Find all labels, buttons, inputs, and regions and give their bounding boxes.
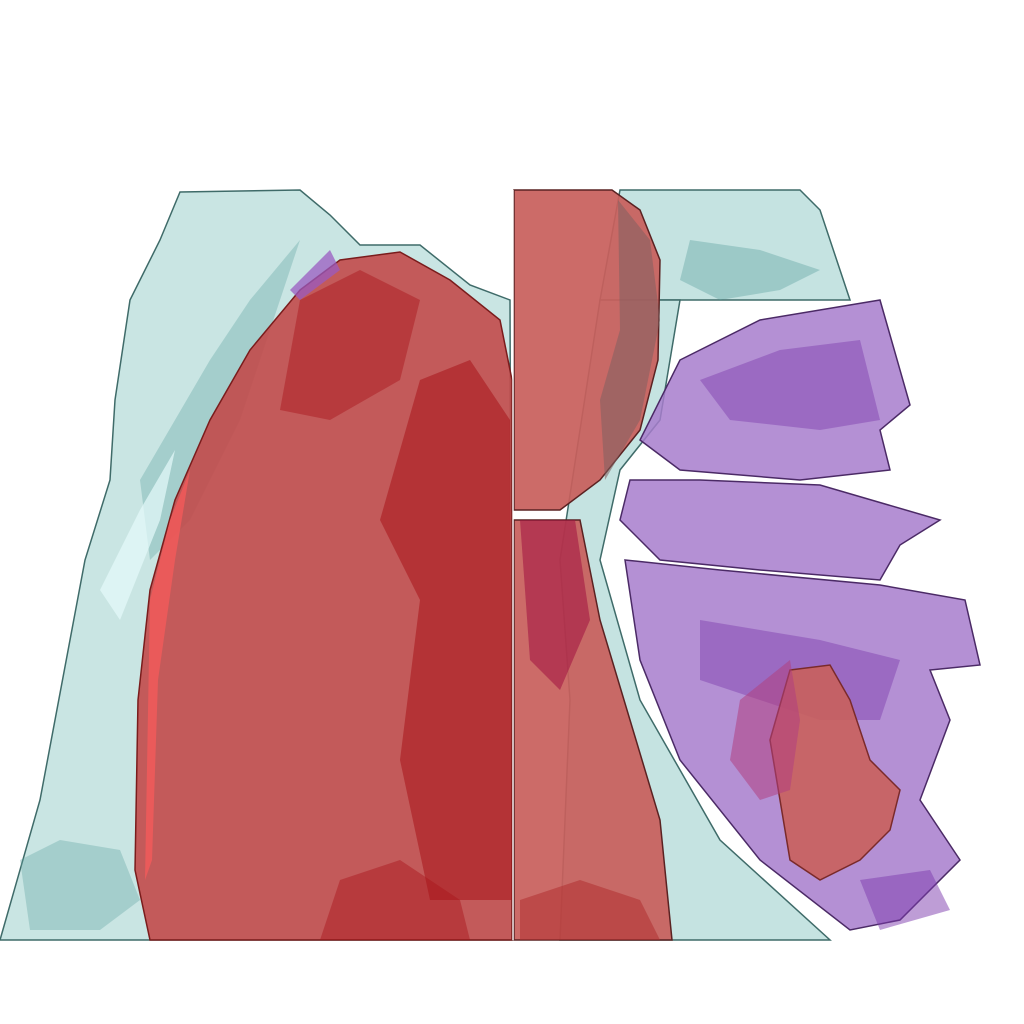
- center-organ-upper-shade: [600, 200, 660, 480]
- right-lesion-halo: [730, 660, 800, 800]
- left-tissue-shade-1: [140, 240, 300, 560]
- left-organ-shade-3: [320, 860, 470, 940]
- left-tissue-highlight: [100, 450, 175, 620]
- right-segment-top: [639, 299, 911, 481]
- right-segment-top-shade: [700, 340, 880, 430]
- right-tissue-shade: [680, 240, 820, 300]
- center-organ: [513, 189, 673, 941]
- left-tissue-shade-2: [20, 840, 140, 930]
- left-organ-rim-highlight: [145, 470, 190, 880]
- left-organ-shade-1: [380, 360, 512, 900]
- center-organ-lower-shade: [520, 520, 590, 690]
- center-organ-bottom-shade: [520, 880, 660, 940]
- right-lesion: [730, 660, 901, 881]
- left-organ-shade-2: [280, 270, 420, 420]
- right-segment-bottom-shade: [860, 870, 950, 930]
- right-segment-middle: [619, 479, 942, 581]
- left-organ-top-spot: [290, 250, 340, 300]
- left-organ: [134, 250, 513, 941]
